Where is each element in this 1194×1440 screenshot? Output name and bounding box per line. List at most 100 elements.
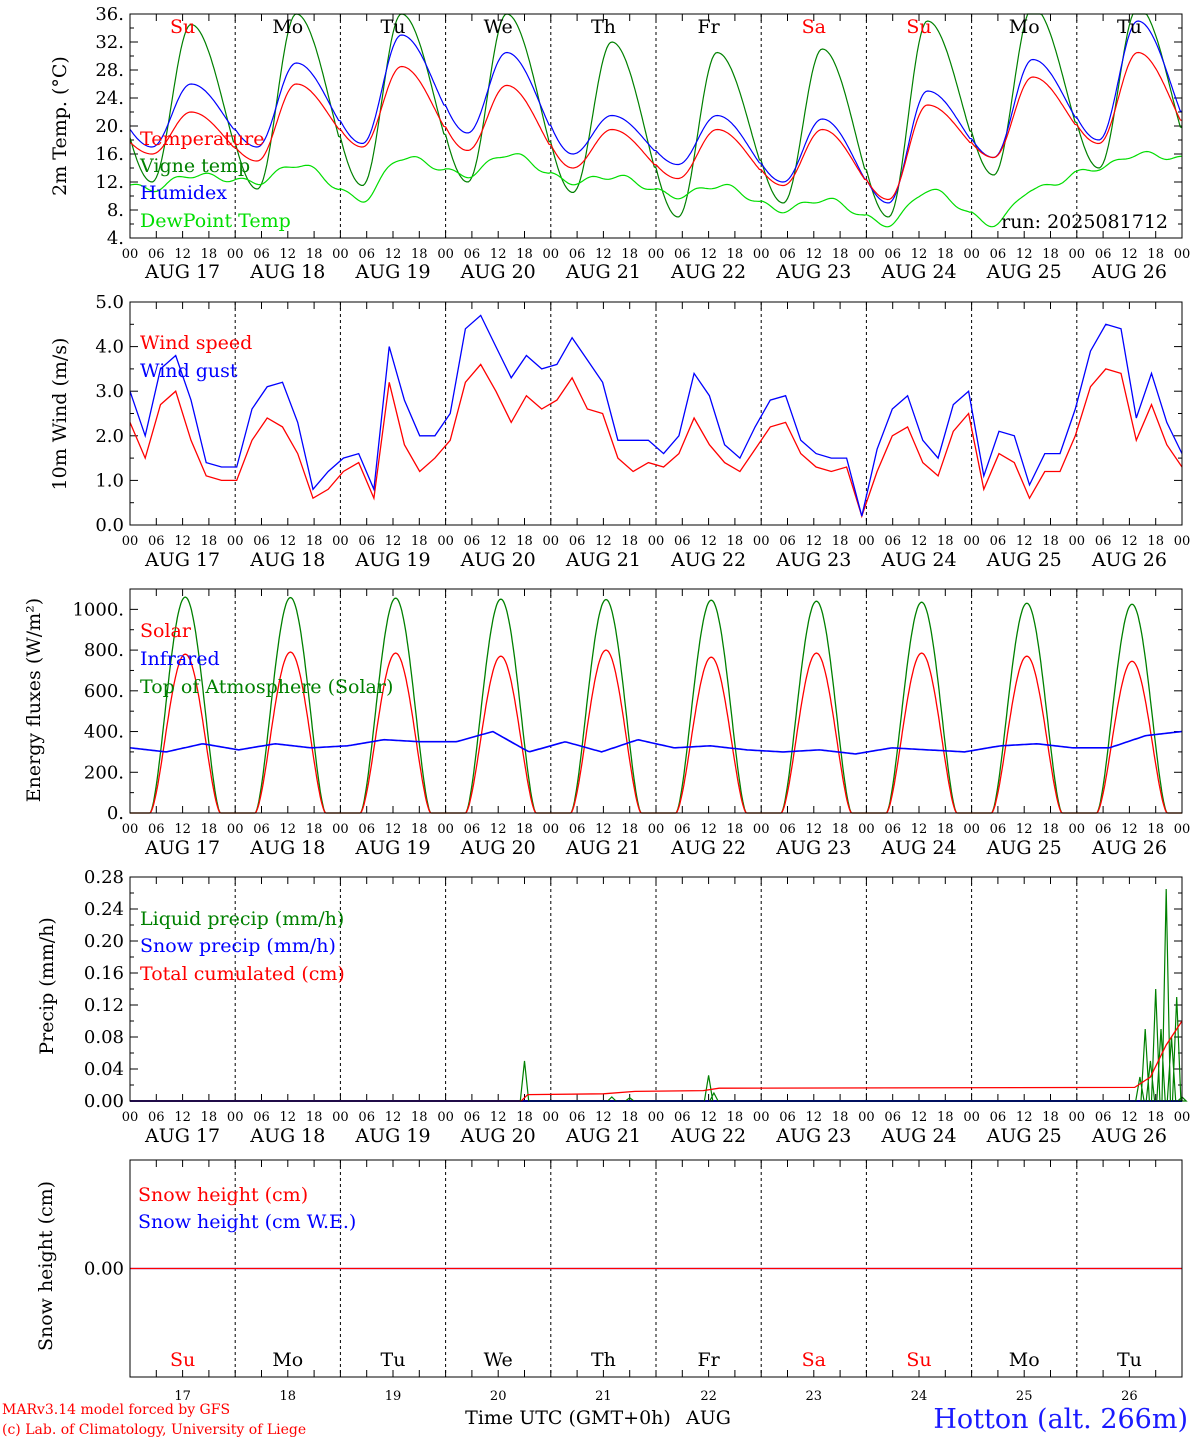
hour-tick-label: 06 [990,822,1007,837]
station-name: Hotton (alt. 266m) [933,1404,1188,1435]
day-number-label: 25 [1016,1389,1033,1404]
hour-tick-label: 06 [464,247,481,262]
hour-tick-label: 00 [437,822,454,837]
hour-tick-label: 12 [174,534,191,549]
x-axis-title: Time UTC (GMT+0h) [465,1407,671,1429]
hour-tick-label: 18 [201,822,218,837]
precip-y-axis-label: Precip (mm/h) [36,917,58,1055]
weekday-label: Su [170,16,195,38]
hour-tick-label: 12 [280,1110,297,1125]
date-label: AUG 25 [986,837,1062,859]
hour-tick-label: 06 [358,1110,375,1125]
hour-tick-label: 00 [753,247,770,262]
date-label: AUG 22 [670,837,746,859]
y-tick-label: 800. [84,640,124,661]
day-number-label: 26 [1121,1389,1138,1404]
series-wind-speed [129,363,1183,519]
y-tick-label: 0.00 [84,1091,124,1112]
hour-tick-label: 18 [937,822,954,837]
day-number-label: 23 [806,1389,823,1404]
hour-tick-label: 00 [1174,822,1191,837]
wind-y-axis-label: 10m Wind (m/s) [49,338,71,491]
y-tick-label: 0.00 [84,1259,124,1280]
precip-panel: Precip (mm/h) Liquid precip (mm/h) Snow … [36,867,1190,1147]
hour-tick-label: 06 [569,822,586,837]
legend-solar: Solar [140,620,192,642]
hour-tick-label: 00 [543,247,560,262]
y-tick-label: 200. [84,762,124,783]
series-total-cumulated [130,1020,1183,1102]
hour-tick-label: 06 [148,822,165,837]
hour-tick-label: 06 [358,247,375,262]
hour-tick-label: 12 [1121,247,1138,262]
y-tick-label: 4.0 [95,337,124,358]
hour-tick-label: 12 [911,1110,928,1125]
y-tick-label: 1.0 [95,470,124,491]
hour-tick-label: 06 [569,534,586,549]
hour-tick-label: 06 [884,1110,901,1125]
hour-tick-label: 00 [1069,1110,1086,1125]
hour-tick-label: 00 [648,247,665,262]
temperature-panel: 2m Temp. (°C) Temperature Vigne temp Hum… [49,4,1190,283]
hour-tick-label: 12 [700,247,717,262]
hour-tick-label: 00 [753,534,770,549]
hour-tick-label: 12 [174,822,191,837]
hour-tick-label: 00 [437,534,454,549]
hour-tick-label: 06 [358,534,375,549]
hour-tick-label: 00 [648,534,665,549]
hour-tick-label: 12 [911,534,928,549]
hour-tick-label: 18 [937,534,954,549]
hour-tick-label: 18 [727,1110,744,1125]
hour-tick-label: 12 [911,822,928,837]
hour-tick-label: 00 [122,247,139,262]
hour-tick-label: 00 [543,822,560,837]
hour-tick-label: 00 [332,1110,349,1125]
hour-tick-label: 06 [990,534,1007,549]
hour-tick-label: 18 [1147,534,1164,549]
weekday-label: Tu [381,16,406,38]
x-axis-month: AUG [685,1407,731,1429]
day-number-label: 22 [700,1389,717,1404]
hour-tick-label: 18 [621,1110,638,1125]
hour-tick-label: 00 [648,1110,665,1125]
hour-tick-label: 18 [621,247,638,262]
hour-tick-label: 00 [1174,534,1191,549]
hour-tick-label: 18 [1147,822,1164,837]
hour-tick-label: 06 [990,247,1007,262]
hour-tick-label: 00 [1174,247,1191,262]
date-label: AUG 17 [144,549,220,571]
hour-tick-label: 18 [411,822,428,837]
date-label: AUG 23 [775,837,851,859]
date-label: AUG 24 [880,549,956,571]
weekday-label: Tu [1117,16,1142,38]
hour-tick-label: 18 [516,1110,533,1125]
hour-tick-label: 06 [674,822,691,837]
hour-tick-label: 12 [806,247,823,262]
hour-tick-label: 12 [911,247,928,262]
date-label: AUG 24 [880,837,956,859]
hour-tick-label: 18 [832,534,849,549]
energy-panel: Energy fluxes (W/m²) Solar Infrared Top … [23,588,1191,859]
hour-tick-label: 06 [569,247,586,262]
hour-tick-label: 00 [648,822,665,837]
hour-tick-label: 00 [227,247,244,262]
hour-tick-label: 06 [464,822,481,837]
hour-tick-label: 12 [385,822,402,837]
y-tick-label: 1000. [72,599,124,620]
hour-tick-label: 06 [1095,247,1112,262]
hour-tick-label: 18 [832,1110,849,1125]
hour-tick-label: 18 [201,247,218,262]
date-label: AUG 23 [775,549,851,571]
snow-panel: Snow height (cm) Snow height (cm) Snow h… [35,1159,1183,1404]
weekday-label: Sa [802,1349,826,1371]
hour-tick-label: 00 [753,1110,770,1125]
hour-tick-label: 06 [253,822,270,837]
weekday-label: Th [591,1349,616,1371]
hour-tick-label: 06 [990,1110,1007,1125]
hour-tick-label: 12 [1121,822,1138,837]
hour-tick-label: 18 [201,534,218,549]
hour-tick-label: 00 [332,247,349,262]
hour-tick-label: 00 [963,534,980,549]
hour-tick-label: 00 [858,1110,875,1125]
hour-tick-label: 18 [201,1110,218,1125]
